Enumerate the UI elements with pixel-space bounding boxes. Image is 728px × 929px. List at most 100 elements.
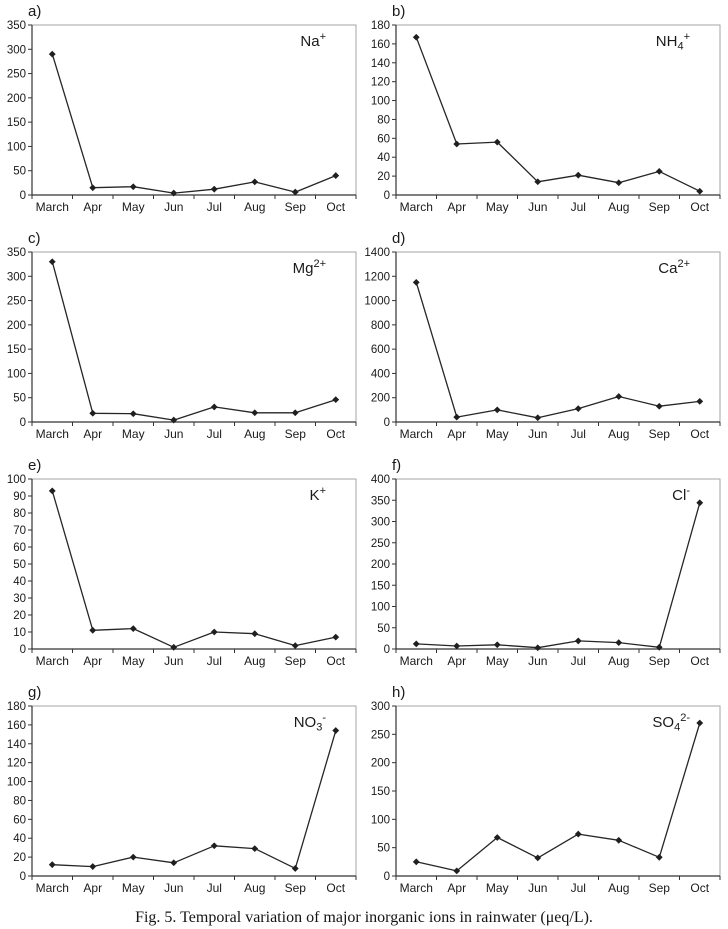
y-tick-label: 40 <box>377 152 390 164</box>
y-tick-label: 300 <box>7 44 26 56</box>
data-point <box>129 410 137 418</box>
y-tick-label: 100 <box>7 474 26 486</box>
plot-frame <box>31 251 357 423</box>
ion-label-a: Na+ <box>300 31 326 50</box>
data-point <box>574 171 582 179</box>
y-tick-label: 0 <box>384 190 390 202</box>
x-axis: March Apr May Jun Jul Aug Sep Oct <box>31 422 357 441</box>
data-markers-e <box>48 487 340 651</box>
chart-panel-g: g) 0 20 40 60 80 100 120 140 160 180 March Apr May Jun… <box>0 681 364 908</box>
x-tick-label: Apr <box>83 654 102 668</box>
y-tick-label: 180 <box>7 701 26 713</box>
y-tick-label: 200 <box>371 559 390 571</box>
x-tick-label: Aug <box>608 427 629 441</box>
x-tick-label: May <box>122 200 145 214</box>
plot-frame <box>395 705 721 877</box>
data-point <box>534 414 542 422</box>
x-tick-label: Oct <box>690 427 709 441</box>
data-line-b <box>415 37 701 192</box>
x-tick-label: Oct <box>690 654 709 668</box>
x-tick-label: Apr <box>83 427 102 441</box>
y-tick-label: 350 <box>7 247 26 259</box>
plot-frame <box>31 24 357 196</box>
y-tick-label: 350 <box>371 495 390 507</box>
data-markers-c <box>48 258 340 424</box>
y-tick-label: 60 <box>13 814 26 826</box>
x-tick-label: Apr <box>83 881 102 895</box>
x-tick-label: March <box>36 427 69 441</box>
x-tick-label: Jun <box>164 654 183 668</box>
y-tick-label: 0 <box>20 871 26 883</box>
panel-label-d: d) <box>392 230 405 247</box>
data-point <box>453 140 461 148</box>
y-tick-label: 20 <box>377 171 390 183</box>
line-chart-a: a) 0 50 100 150 200 250 300 350 March Apr May Jun Jul… <box>7 3 357 214</box>
x-tick-label: Aug <box>244 427 265 441</box>
x-tick-label: Oct <box>690 200 709 214</box>
x-tick-label: Jul <box>571 200 586 214</box>
y-tick-label: 40 <box>13 833 26 845</box>
data-point <box>89 184 97 192</box>
data-point <box>48 487 56 495</box>
y-axis: 0 20 40 60 80 100 120 140 160 180 <box>371 20 396 202</box>
y-tick-label: 0 <box>20 417 26 429</box>
data-markers-h <box>412 719 704 875</box>
data-point <box>453 413 461 421</box>
line-chart-c: c) 0 50 100 150 200 250 300 350 March Apr May Jun Jul… <box>7 230 357 441</box>
y-tick-label: 1200 <box>364 271 390 283</box>
x-tick-label: Sep <box>649 200 671 214</box>
y-tick-label: 350 <box>7 20 26 32</box>
y-tick-label: 150 <box>371 580 390 592</box>
data-point <box>170 859 178 867</box>
data-point <box>291 188 299 196</box>
x-tick-label: May <box>122 881 145 895</box>
data-point <box>89 626 97 634</box>
x-tick-label: Jun <box>528 427 547 441</box>
x-tick-label: Apr <box>83 200 102 214</box>
x-tick-label: Jul <box>207 881 222 895</box>
y-tick-label: 60 <box>13 542 26 554</box>
data-point <box>534 854 542 862</box>
y-tick-label: 70 <box>13 525 26 537</box>
y-tick-label: 0 <box>384 417 390 429</box>
x-axis: March Apr May Jun Jul Aug Sep Oct <box>395 649 721 668</box>
data-point <box>655 853 663 861</box>
ion-label-h: SO42- <box>652 712 690 734</box>
y-axis: 0 20 40 60 80 100 120 140 160 180 <box>7 701 32 883</box>
y-tick-label: 60 <box>377 133 390 145</box>
y-tick-label: 200 <box>7 320 26 332</box>
x-tick-label: March <box>36 654 69 668</box>
x-axis: March Apr May Jun Jul Aug Sep Oct <box>395 876 721 895</box>
x-tick-label: Jun <box>164 427 183 441</box>
x-tick-label: Jul <box>571 654 586 668</box>
chart-grid: a) 0 50 100 150 200 250 300 350 March Apr May Jun Jul… <box>0 0 728 908</box>
y-tick-label: 50 <box>13 393 26 405</box>
y-tick-label: 120 <box>371 77 390 89</box>
y-tick-label: 100 <box>371 96 390 108</box>
data-point <box>129 853 137 861</box>
data-point <box>615 836 623 844</box>
y-tick-label: 80 <box>13 508 26 520</box>
data-point <box>48 258 56 266</box>
chart-panel-b: b) 0 20 40 60 80 100 120 140 160 180 March Apr May Jun… <box>364 0 728 227</box>
y-tick-label: 100 <box>7 141 26 153</box>
data-line-g <box>52 730 337 870</box>
y-tick-label: 300 <box>371 701 390 713</box>
panel-label-g: g) <box>28 684 41 701</box>
x-tick-label: Aug <box>608 654 629 668</box>
data-point <box>332 172 340 179</box>
x-tick-label: Jul <box>207 654 222 668</box>
data-point <box>89 863 97 870</box>
plot-frame <box>395 24 721 196</box>
x-tick-label: Apr <box>447 881 466 895</box>
y-tick-label: 20 <box>13 610 26 622</box>
y-tick-label: 0 <box>384 644 390 656</box>
y-tick-label: 120 <box>7 758 26 770</box>
chart-panel-f: f) 0 50 100 150 200 250 300 350 400 March Apr May Jun… <box>364 454 728 681</box>
x-tick-label: Oct <box>326 881 345 895</box>
x-tick-label: Sep <box>285 881 307 895</box>
data-markers-b <box>412 33 704 195</box>
data-point <box>170 416 178 424</box>
y-tick-label: 400 <box>371 368 390 380</box>
data-line-h <box>416 722 701 872</box>
